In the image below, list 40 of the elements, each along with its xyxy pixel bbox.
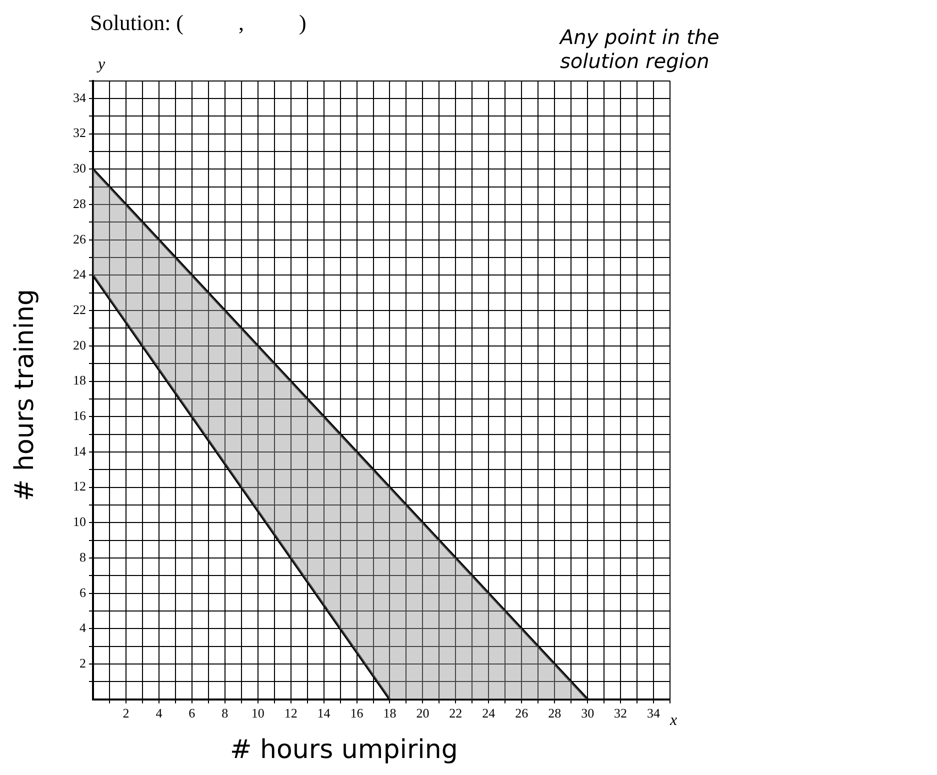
y-tick-label: 2 [80,655,86,670]
x-tick-label: 16 [350,706,364,721]
x-tick-label: 30 [581,706,594,721]
x-tick-label: 10 [251,706,264,721]
x-tick-label: 12 [284,706,298,721]
y-axis-title: # hours training [10,288,40,504]
x-tick-label: 4 [156,706,163,721]
y-tick-label: 18 [73,372,86,388]
x-tick-label: 22 [449,706,462,721]
y-tick-label: 30 [73,160,86,176]
y-tick-label: 6 [80,584,86,600]
y-tick-label: 8 [80,549,86,564]
y-tick-label: 34 [73,90,86,105]
y-tick-label: 28 [73,196,86,211]
y-tick-label: 12 [73,478,86,494]
x-tick-label: 34 [647,706,661,721]
x-tick-label: 18 [383,706,396,721]
y-tick-label: 20 [73,337,86,352]
x-tick-label: 6 [188,706,196,721]
x-tick-label: 32 [614,706,628,721]
x-tick-label: 26 [515,706,529,721]
text: x [670,712,678,730]
y-tick-label: 26 [73,231,86,246]
y-tick-label: 10 [73,514,86,530]
x-tick-label: 2 [122,706,130,721]
chart-title: Solution: ( , ) [90,10,306,36]
y-tick-label: 4 [80,620,86,636]
x-tick-label: 28 [548,706,562,721]
text: y [98,56,106,74]
y-tick-label: 24 [73,266,86,282]
x-tick-label: 20 [416,706,430,721]
x-tick-label: 24 [482,706,496,721]
text: Any point in the solution region [560,25,720,73]
y-tick-label: 16 [73,408,86,424]
y-tick-label: 14 [73,443,86,458]
y-tick-label: 22 [73,302,86,317]
x-axis-title: # hours umpiring [230,735,458,765]
x-tick-label: 8 [222,706,228,721]
y-tick-label: 32 [73,125,86,140]
x-tick-label: 14 [317,706,331,721]
